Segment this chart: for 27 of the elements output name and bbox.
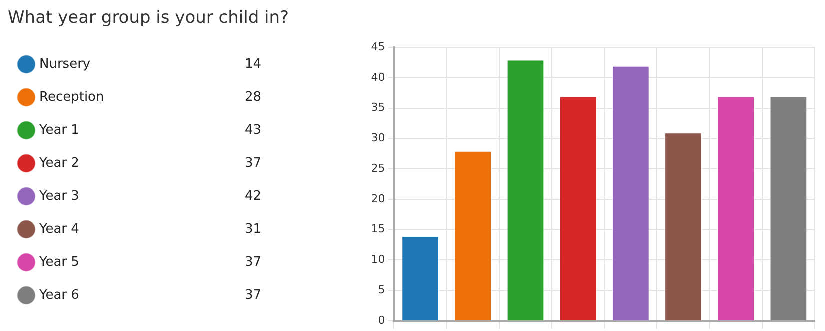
text: What year group is your child in?: [7, 7, 290, 30]
y-tick-label: 15: [371, 222, 386, 236]
legend-label: Year 5: [38, 254, 80, 270]
text: 37: [245, 156, 262, 171]
y-tick-label: 40: [371, 70, 386, 84]
legend-label: Nursery: [40, 56, 91, 72]
legend-label: Year 3: [38, 188, 80, 204]
y-tick-label: 20: [371, 192, 386, 206]
y-tick-label: 0: [378, 314, 386, 327]
y-tick-label: 45: [371, 40, 386, 54]
legend-label: Year 4: [38, 222, 80, 237]
text: 37: [245, 288, 262, 303]
y-tick-label: 35: [371, 101, 386, 114]
y-tick-label: 5: [378, 283, 386, 296]
text: 31: [245, 222, 262, 237]
y-tick-label: 30: [371, 132, 386, 145]
legend-label: Year 1: [38, 122, 80, 138]
text: 37: [245, 254, 262, 270]
text: 43: [245, 122, 262, 138]
y-tick-label: 10: [371, 253, 386, 266]
legend-label: Reception: [40, 90, 104, 105]
legend-label: Year 2: [38, 156, 80, 171]
legend-label: Year 6: [38, 288, 80, 303]
text: 14: [245, 56, 262, 72]
text: 42: [245, 188, 262, 204]
text: 28: [245, 90, 262, 105]
y-tick-label: 25: [371, 162, 386, 175]
